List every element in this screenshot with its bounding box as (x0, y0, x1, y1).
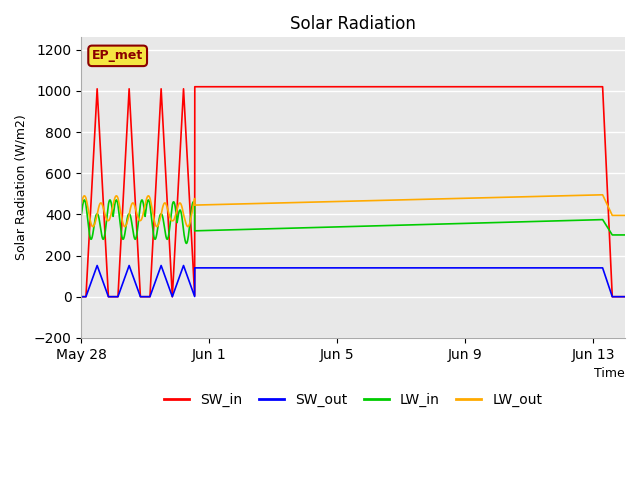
SW_in (438, 84, 445, 90)
Line: SW_in: SW_in (81, 87, 625, 297)
LW_out (604, 203, 612, 209)
X-axis label: Time: Time (595, 367, 625, 380)
LW_in (81, 197, 88, 203)
SW_out (113, 294, 120, 300)
Y-axis label: Solar Radiation (W/m2): Solar Radiation (W/m2) (15, 115, 28, 261)
LW_out (120, 222, 127, 228)
LW_in (621, 232, 629, 238)
LW_in (182, 240, 190, 246)
SW_out (416, 265, 424, 271)
LW_out (77, 202, 85, 207)
LW_in (604, 225, 612, 231)
SW_in (191, 84, 198, 90)
LW_in (120, 236, 127, 242)
SW_out (541, 265, 548, 271)
LW_in (113, 197, 120, 203)
SW_out (621, 294, 629, 300)
SW_in (77, 294, 85, 300)
SW_in (120, 192, 127, 198)
SW_out (77, 294, 85, 300)
SW_out (120, 278, 127, 284)
SW_out (93, 263, 101, 268)
LW_out (113, 193, 120, 199)
LW_out (541, 193, 548, 199)
LW_out (599, 192, 607, 198)
LW_out (89, 224, 97, 229)
SW_in (621, 294, 629, 300)
LW_in (438, 221, 446, 227)
SW_in (416, 84, 424, 90)
SW_out (604, 281, 612, 287)
LW_out (438, 196, 445, 202)
LW_out (621, 213, 629, 218)
LW_out (416, 196, 424, 202)
LW_in (541, 218, 548, 224)
Line: LW_in: LW_in (81, 200, 625, 243)
LW_in (416, 222, 424, 228)
SW_in (541, 84, 548, 90)
Legend: SW_in, SW_out, LW_in, LW_out: SW_in, SW_out, LW_in, LW_out (158, 387, 548, 412)
SW_in (604, 198, 612, 204)
SW_out (438, 265, 445, 271)
Line: SW_out: SW_out (81, 265, 625, 297)
Text: EP_met: EP_met (92, 49, 143, 62)
Title: Solar Radiation: Solar Radiation (290, 15, 416, 33)
LW_in (77, 214, 85, 219)
SW_in (113, 294, 120, 300)
Line: LW_out: LW_out (81, 195, 625, 227)
